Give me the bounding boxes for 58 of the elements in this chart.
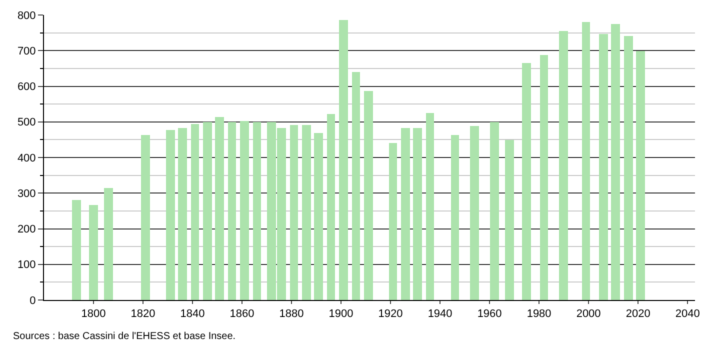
bar — [611, 24, 620, 300]
x-tick-label: 1840 — [180, 308, 205, 320]
y-tick-label: 600 — [17, 81, 36, 94]
bar — [389, 143, 397, 300]
bar — [141, 135, 150, 300]
bar — [540, 55, 548, 300]
bar — [178, 128, 187, 300]
y-tick-label: 100 — [17, 259, 36, 272]
bar — [253, 122, 261, 300]
x-tick-label: 2000 — [576, 308, 601, 320]
x-tick-label: 1960 — [477, 308, 502, 320]
bar — [203, 122, 212, 300]
bar — [240, 121, 249, 300]
x-tick-label: 2020 — [626, 308, 650, 320]
bar — [505, 140, 514, 300]
x-tick-label: 1920 — [378, 308, 403, 320]
bar — [490, 122, 499, 300]
bar — [426, 113, 434, 300]
bar — [470, 126, 479, 300]
bar — [215, 117, 224, 300]
bar — [327, 114, 335, 300]
y-tick-label: 800 — [17, 10, 36, 22]
bar — [352, 72, 360, 300]
y-tick-label: 700 — [17, 45, 36, 58]
x-tick-label: 1980 — [526, 308, 552, 320]
bar — [290, 125, 298, 300]
bar — [191, 124, 199, 300]
x-tick-label: 1940 — [428, 308, 452, 320]
bar — [451, 135, 459, 300]
bar — [522, 63, 531, 300]
y-tick-label: 200 — [17, 224, 36, 236]
bar — [636, 51, 645, 300]
bar — [228, 122, 236, 300]
y-tick-label: 400 — [17, 152, 36, 164]
bar — [104, 188, 113, 300]
bar — [364, 91, 373, 300]
x-tick-label: 1820 — [130, 308, 156, 320]
x-tick-label: 1880 — [279, 308, 304, 320]
bar — [582, 22, 590, 300]
x-tick-label: 1800 — [81, 308, 106, 320]
bar — [314, 133, 323, 300]
bar — [599, 34, 608, 300]
bar — [624, 36, 633, 300]
source-note: Sources : base Cassini de l'EHESS et base Insee. — [13, 331, 236, 340]
y-tick-label: 0 — [30, 294, 36, 307]
y-tick-label: 500 — [17, 116, 36, 129]
x-tick-label: 1900 — [328, 308, 354, 320]
bar — [339, 20, 348, 300]
bar — [302, 125, 311, 300]
x-tick-label: 1860 — [230, 308, 254, 320]
bar — [72, 200, 81, 300]
x-tick-label: 2040 — [675, 308, 700, 320]
bar — [89, 205, 98, 300]
bar — [413, 128, 422, 300]
bar — [559, 31, 568, 300]
y-tick-label: 300 — [17, 188, 36, 200]
bar — [166, 130, 175, 300]
bar — [401, 128, 410, 300]
